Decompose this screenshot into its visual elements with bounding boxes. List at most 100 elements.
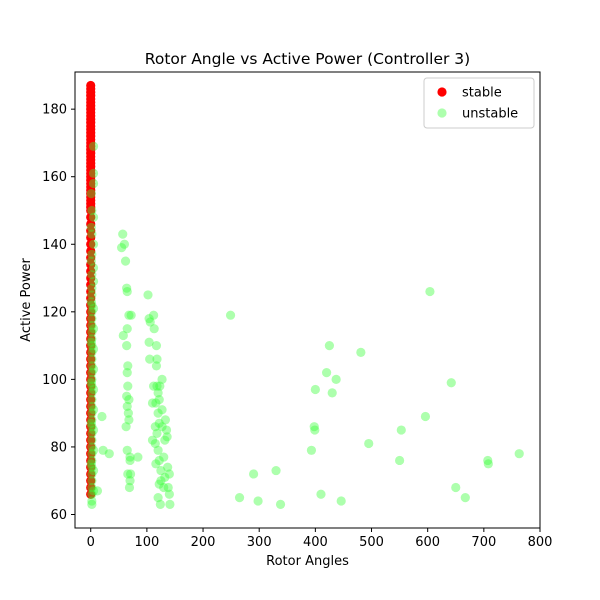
unstable-point bbox=[155, 499, 165, 509]
unstable-point bbox=[156, 476, 166, 486]
stable-point bbox=[86, 415, 96, 425]
stable-point bbox=[86, 327, 96, 337]
unstable-point bbox=[327, 388, 337, 398]
unstable-point bbox=[123, 381, 133, 391]
unstable-point bbox=[122, 286, 132, 297]
unstable-point bbox=[154, 395, 164, 405]
unstable-point bbox=[234, 493, 245, 503]
unstable-point bbox=[125, 455, 135, 466]
unstable-point bbox=[126, 310, 136, 320]
stable-point bbox=[86, 259, 96, 270]
unstable-point bbox=[88, 384, 99, 395]
unstable-point bbox=[483, 459, 493, 469]
unstable-point bbox=[98, 445, 108, 455]
unstable-point bbox=[147, 435, 158, 445]
unstable-point bbox=[87, 320, 97, 330]
unstable-point bbox=[87, 415, 97, 425]
y-tick-label: 180 bbox=[42, 103, 67, 118]
unstable-point bbox=[483, 455, 493, 466]
stable-point bbox=[86, 320, 96, 330]
unstable-point bbox=[460, 493, 470, 503]
unstable-point bbox=[451, 482, 461, 493]
stable-point bbox=[86, 266, 96, 276]
unstable-point bbox=[123, 361, 133, 371]
stable-point bbox=[86, 374, 96, 384]
legend-marker-unstable bbox=[437, 108, 447, 118]
unstable-point bbox=[87, 205, 97, 216]
unstable-point bbox=[156, 465, 166, 476]
unstable-point bbox=[87, 489, 97, 499]
unstable-point bbox=[87, 455, 97, 466]
y-axis: 60 80 100 120 140 160 180 bbox=[42, 103, 75, 523]
stable-point bbox=[86, 442, 96, 452]
stable-point bbox=[86, 354, 96, 364]
unstable-point bbox=[88, 324, 99, 334]
unstable-point bbox=[117, 243, 127, 253]
unstable-point bbox=[309, 422, 319, 432]
unstable-point bbox=[122, 391, 132, 401]
unstable-point bbox=[86, 337, 96, 347]
stable-point bbox=[86, 388, 96, 398]
unstable-point bbox=[87, 388, 97, 398]
unstable-point bbox=[122, 283, 132, 293]
unstable-point bbox=[164, 469, 174, 479]
stable-point bbox=[86, 428, 96, 439]
unstable-point bbox=[154, 418, 164, 428]
stable-point bbox=[86, 401, 96, 411]
stable-point bbox=[86, 293, 96, 303]
unstable-point bbox=[123, 408, 133, 418]
unstable-point bbox=[88, 425, 99, 435]
x-tick-label: 100 bbox=[134, 535, 159, 550]
x-tick-label: 400 bbox=[303, 535, 328, 550]
axes-frame bbox=[74, 71, 541, 529]
unstable-point bbox=[87, 307, 97, 317]
stable-point bbox=[86, 422, 96, 432]
unstable-point bbox=[87, 300, 97, 310]
unstable-point bbox=[87, 341, 97, 351]
unstable-point bbox=[124, 415, 134, 425]
stable-point bbox=[86, 226, 96, 236]
unstable-point bbox=[321, 368, 332, 378]
unstable-point bbox=[88, 303, 99, 314]
unstable-point bbox=[86, 189, 96, 199]
unstable-point bbox=[97, 411, 107, 422]
unstable-point bbox=[86, 222, 96, 232]
unstable-point bbox=[151, 361, 162, 371]
stable-point bbox=[86, 482, 96, 493]
stable-point bbox=[86, 239, 96, 249]
unstable-point bbox=[149, 310, 159, 320]
x-tick-label: 500 bbox=[359, 535, 384, 550]
unstable-point bbox=[86, 459, 96, 469]
unstable-point bbox=[88, 212, 99, 222]
stable-point bbox=[86, 205, 96, 216]
unstable-point bbox=[88, 445, 99, 455]
unstable-point bbox=[514, 449, 524, 459]
stable-point bbox=[86, 489, 96, 499]
stable-point bbox=[86, 334, 96, 344]
unstable-point bbox=[87, 462, 97, 472]
stable-point bbox=[86, 361, 96, 371]
unstable-point bbox=[87, 496, 97, 506]
unstable-point bbox=[122, 368, 132, 378]
unstable-point bbox=[159, 452, 169, 462]
unstable-point bbox=[87, 347, 97, 357]
unstable-point bbox=[165, 499, 175, 509]
unstable-point bbox=[425, 286, 435, 297]
unstable-point bbox=[336, 496, 346, 506]
unstable-point bbox=[88, 344, 99, 354]
unstable-point bbox=[159, 482, 169, 493]
unstable-point bbox=[152, 354, 162, 364]
unstable-point bbox=[88, 276, 99, 287]
unstable-point bbox=[122, 324, 132, 334]
unstable-point bbox=[163, 462, 173, 472]
unstable-point bbox=[144, 337, 154, 347]
unstable-point bbox=[87, 435, 97, 445]
unstable-point bbox=[87, 313, 97, 324]
unstable-point bbox=[248, 469, 259, 479]
unstable-point bbox=[160, 435, 170, 445]
unstable-point bbox=[310, 384, 320, 395]
x-axis-label: Rotor Angles bbox=[266, 554, 349, 569]
unstable-point bbox=[271, 465, 281, 476]
stable-point bbox=[86, 232, 96, 243]
unstable-point bbox=[153, 493, 163, 503]
